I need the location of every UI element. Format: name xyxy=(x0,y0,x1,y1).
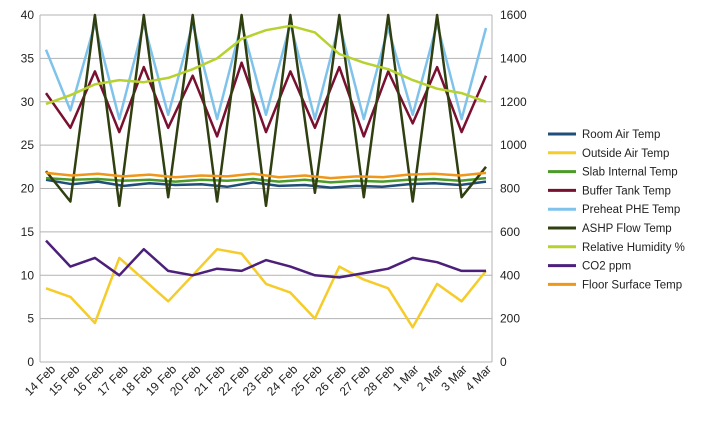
series-line-5 xyxy=(45,13,487,208)
y-tick-label-5: 25 xyxy=(21,138,35,152)
legend-label-7: CO2 ppm xyxy=(582,261,631,273)
y-tick-label-3: 15 xyxy=(21,225,35,239)
right-y-axis: 0 200 400 600 800 1000 1200 1400 1600 xyxy=(500,8,527,369)
series-line-4 xyxy=(44,22,488,121)
y-right-tick-label-4: 800 xyxy=(500,182,520,196)
series-line-8 xyxy=(45,171,487,180)
y-right-tick-label-1: 200 xyxy=(500,312,520,326)
y-tick-label-7: 35 xyxy=(21,51,35,65)
y-right-tick-label-5: 1000 xyxy=(500,138,527,152)
series-line-1 xyxy=(45,247,487,329)
y-right-tick-label-6: 1200 xyxy=(500,95,527,109)
legend-label-2: Slab Internal Temp xyxy=(582,167,678,179)
y-tick-label-0: 0 xyxy=(27,355,34,369)
x-tick-label-18: 4 Mar xyxy=(463,362,495,394)
x-tick-label-16: 2 Mar xyxy=(414,362,446,394)
legend-label-3: Buffer Tank Temp xyxy=(582,185,671,197)
plot-frame xyxy=(39,15,493,362)
series-line-2 xyxy=(45,176,487,184)
series-line-7 xyxy=(45,239,486,279)
y-tick-label-2: 10 xyxy=(21,268,35,282)
y-tick-label-4: 20 xyxy=(21,182,35,196)
legend-label-4: Preheat PHE Temp xyxy=(582,204,680,216)
y-right-tick-label-0: 0 xyxy=(500,355,507,369)
legend-label-8: Floor Surface Temp xyxy=(582,279,682,291)
legend-label-1: Outside Air Temp xyxy=(582,148,669,160)
x-tick-label-17: 3 Mar xyxy=(438,362,470,394)
y-right-tick-label-7: 1400 xyxy=(500,51,527,65)
series-line-3 xyxy=(44,61,488,138)
y-tick-label-8: 40 xyxy=(21,8,35,22)
x-tick-label-15: 1 Mar xyxy=(390,362,422,394)
left-y-axis: 0 5 10 15 20 25 30 35 40 xyxy=(21,8,35,369)
series-line-0 xyxy=(45,178,487,189)
legend-label-6: Relative Humidity % xyxy=(582,242,685,254)
series-lines xyxy=(44,13,488,329)
y-right-tick-label-3: 600 xyxy=(500,225,520,239)
y-tick-label-6: 30 xyxy=(21,95,35,109)
legend: Room Air Temp Outside Air Temp Slab Intern… xyxy=(548,129,685,291)
y-right-tick-label-2: 400 xyxy=(500,268,520,282)
y-tick-label-1: 5 xyxy=(27,312,34,326)
series-line-6 xyxy=(45,24,487,106)
legend-label-5: ASHP Flow Temp xyxy=(582,223,672,235)
y-right-tick-label-8: 1600 xyxy=(500,8,527,22)
legend-label-0: Room Air Temp xyxy=(582,129,660,141)
